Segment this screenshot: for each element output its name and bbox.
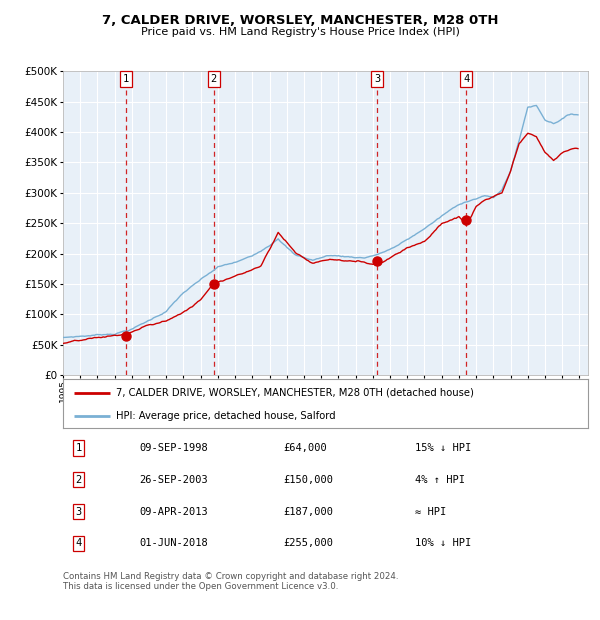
Text: 3: 3 — [76, 507, 82, 516]
Text: 3: 3 — [374, 74, 380, 84]
Text: 09-APR-2013: 09-APR-2013 — [139, 507, 208, 516]
Text: 1: 1 — [123, 74, 129, 84]
Text: 1: 1 — [76, 443, 82, 453]
Text: 7, CALDER DRIVE, WORSLEY, MANCHESTER, M28 0TH (detached house): 7, CALDER DRIVE, WORSLEY, MANCHESTER, M2… — [115, 388, 473, 398]
Text: £255,000: £255,000 — [284, 538, 334, 548]
Text: 09-SEP-1998: 09-SEP-1998 — [139, 443, 208, 453]
Text: 01-JUN-2018: 01-JUN-2018 — [139, 538, 208, 548]
Text: 2: 2 — [211, 74, 217, 84]
Text: 2: 2 — [76, 475, 82, 485]
Text: 26-SEP-2003: 26-SEP-2003 — [139, 475, 208, 485]
Text: 7, CALDER DRIVE, WORSLEY, MANCHESTER, M28 0TH: 7, CALDER DRIVE, WORSLEY, MANCHESTER, M2… — [102, 14, 498, 27]
Text: 10% ↓ HPI: 10% ↓ HPI — [415, 538, 471, 548]
Text: 4% ↑ HPI: 4% ↑ HPI — [415, 475, 465, 485]
Text: ≈ HPI: ≈ HPI — [415, 507, 446, 516]
Text: £150,000: £150,000 — [284, 475, 334, 485]
Text: £64,000: £64,000 — [284, 443, 327, 453]
Text: £187,000: £187,000 — [284, 507, 334, 516]
Text: Price paid vs. HM Land Registry's House Price Index (HPI): Price paid vs. HM Land Registry's House … — [140, 27, 460, 37]
Text: Contains HM Land Registry data © Crown copyright and database right 2024.
This d: Contains HM Land Registry data © Crown c… — [63, 572, 398, 591]
Text: 15% ↓ HPI: 15% ↓ HPI — [415, 443, 471, 453]
Text: 4: 4 — [76, 538, 82, 548]
Text: 4: 4 — [463, 74, 469, 84]
Text: HPI: Average price, detached house, Salford: HPI: Average price, detached house, Salf… — [115, 410, 335, 421]
